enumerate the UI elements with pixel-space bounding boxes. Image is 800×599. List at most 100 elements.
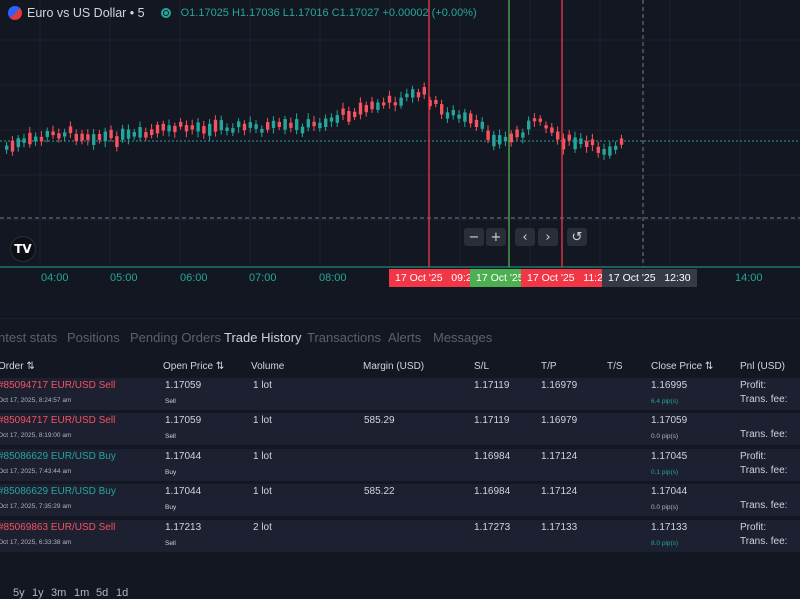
symbol-title[interactable]: Euro vs US Dollar • 5 — [27, 6, 145, 20]
candle-body — [231, 128, 235, 133]
trans-fee-label: Trans. fee: — [740, 536, 788, 547]
candle-body — [184, 125, 189, 132]
pips: 6.4 pip(s) — [651, 398, 679, 405]
tab-pending-orders[interactable]: Pending Orders — [130, 330, 222, 345]
range-1y[interactable]: 1y — [32, 587, 44, 599]
close-price: 1.17044 — [651, 486, 688, 497]
candle-body — [341, 108, 345, 115]
tab-alerts[interactable]: Alerts — [388, 330, 422, 345]
order-date: Oct 17, 2025, 8:24:57 am — [0, 397, 72, 404]
candle-body — [190, 125, 194, 130]
candle-body — [208, 123, 212, 136]
candle-body — [561, 138, 566, 150]
candle-body — [144, 132, 148, 138]
candle-body — [445, 112, 450, 119]
order-link[interactable]: #85094717 EUR/USD Sell — [0, 380, 116, 391]
candle-body — [411, 89, 415, 98]
candle-body — [318, 122, 322, 129]
candle-body — [306, 119, 310, 128]
candle-body — [312, 121, 316, 127]
zoom-out-button[interactable]: − — [464, 228, 484, 246]
order-date: Oct 17, 2025, 6:33:38 am — [0, 539, 72, 546]
scroll-left-button[interactable]: ‹ — [515, 228, 535, 246]
candle-body — [260, 128, 264, 133]
candle-body — [347, 110, 351, 122]
stop-loss: 1.17119 — [474, 380, 510, 391]
candle-body — [353, 111, 357, 117]
candle-body — [219, 120, 223, 131]
order-link[interactable]: #85086629 EUR/USD Buy — [0, 451, 116, 462]
trans-fee-label: Trans. fee: — [740, 465, 788, 476]
reset-chart-button[interactable]: ↺ — [567, 228, 587, 246]
col-volume: Volume — [251, 361, 285, 372]
candle-body — [364, 105, 368, 113]
tab-messages[interactable]: Messages — [433, 330, 493, 345]
range-bar: 5y 1y 3m 1m 5d 1d — [0, 290, 800, 599]
open-price: 1.17044 — [165, 451, 202, 462]
order-link[interactable]: #85094717 EUR/USD Sell — [0, 415, 116, 426]
col-order[interactable]: Order ⇅ — [0, 361, 35, 372]
eurusd-flag-icon — [8, 6, 22, 20]
candle-body — [266, 122, 270, 130]
order-link[interactable]: #85086629 EUR/USD Buy — [0, 486, 116, 497]
candle-body — [150, 129, 154, 136]
candle-body — [393, 102, 397, 106]
candle-body — [97, 134, 102, 140]
candle-body — [63, 132, 67, 137]
order-type: Sell — [165, 540, 176, 547]
tab-contest-stats[interactable]: ntest stats — [0, 330, 58, 345]
table-row[interactable] — [0, 413, 800, 446]
candle-body — [382, 102, 386, 106]
tab-positions[interactable]: Positions — [67, 330, 120, 345]
x-axis-label: 04:00 — [41, 272, 69, 284]
candle-body — [492, 134, 496, 147]
zoom-in-button[interactable]: + — [486, 228, 506, 246]
table-row[interactable] — [0, 449, 800, 482]
candle-body — [115, 136, 119, 148]
candle-body — [486, 130, 490, 140]
candle-body — [544, 125, 548, 129]
col-close-price[interactable]: Close Price ⇅ — [651, 361, 714, 372]
order-date: Oct 17, 2025, 7:43:44 am — [0, 468, 72, 475]
range-1d[interactable]: 1d — [116, 587, 129, 599]
scroll-right-button[interactable]: › — [538, 228, 558, 246]
volume: 1 lot — [253, 380, 272, 391]
candle-body — [480, 121, 484, 129]
tab-transactions[interactable]: Transactions — [307, 330, 381, 345]
candle-body — [573, 137, 577, 150]
take-profit: 1.17124 — [541, 451, 578, 462]
range-1m[interactable]: 1m — [74, 587, 90, 599]
candle-body — [74, 133, 78, 141]
pips: 0.0 pip(s) — [651, 504, 679, 511]
bottom-panel-tabs — [0, 318, 800, 354]
pips: 8.0 pip(s) — [651, 540, 679, 547]
candlestick-chart[interactable] — [0, 0, 800, 290]
col-open-price[interactable]: Open Price ⇅ — [163, 361, 225, 372]
candle-body — [22, 138, 26, 143]
order-link[interactable]: #85069863 EUR/USD Sell — [0, 522, 116, 533]
candle-body — [521, 132, 525, 138]
candle-body — [585, 141, 589, 148]
tradingview-logo-icon[interactable]: TV — [10, 236, 36, 262]
order-type: Sell — [165, 433, 176, 440]
range-5y[interactable]: 5y — [13, 587, 25, 599]
tab-trade-history[interactable]: Trade History — [224, 330, 302, 345]
candle-body — [202, 126, 206, 134]
col-sl: S/L — [474, 361, 490, 372]
candle-body — [515, 129, 519, 138]
margin: 585.22 — [364, 486, 395, 497]
range-5d[interactable]: 5d — [96, 587, 109, 599]
pips: 0.1 pip(s) — [651, 469, 679, 476]
candle-body — [39, 136, 44, 142]
candle-body — [590, 139, 595, 146]
table-header — [0, 354, 800, 378]
candle-body — [277, 121, 281, 127]
range-3m[interactable]: 3m — [51, 587, 67, 599]
x-axis-label: 14:00 — [735, 272, 763, 284]
table-row[interactable] — [0, 378, 800, 411]
candle-body — [57, 133, 61, 139]
candle-body — [283, 119, 287, 130]
table-row[interactable] — [0, 484, 800, 517]
price-chart[interactable]: Euro vs US Dollar • 5 O1.17025 H1.17036 … — [0, 0, 800, 290]
take-profit: 1.17133 — [541, 522, 578, 533]
